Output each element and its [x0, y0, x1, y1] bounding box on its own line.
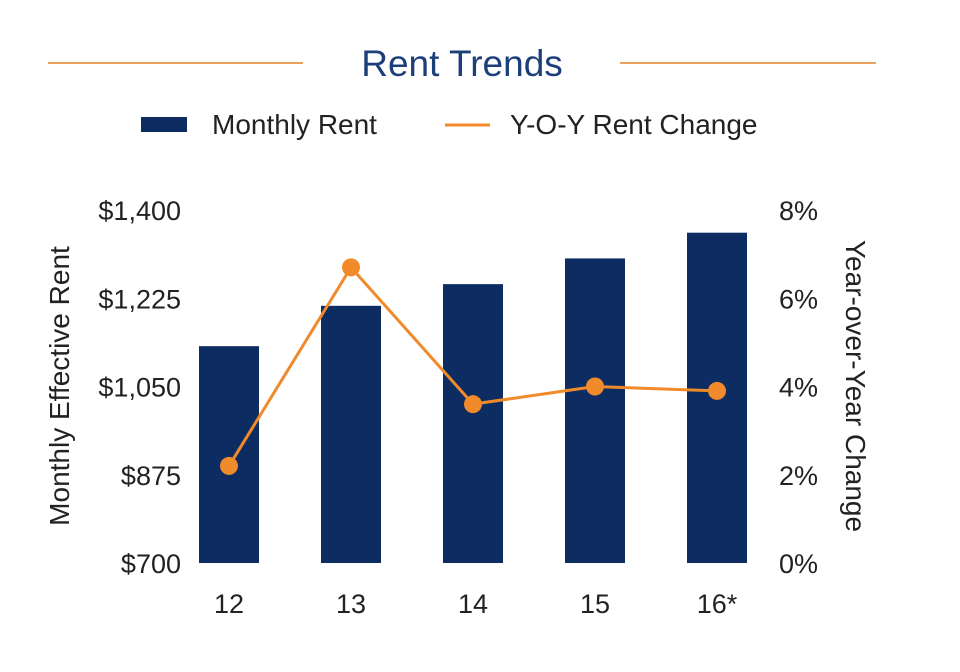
y-right-tick-label: 6% [779, 284, 818, 314]
x-tick-label: 16* [697, 589, 738, 619]
y-left-axis-title: Monthly Effective Rent [44, 246, 75, 526]
point-yoy-change [464, 395, 482, 414]
bar-monthly-rent [443, 284, 503, 563]
legend-label-monthly-rent: Monthly Rent [212, 109, 377, 140]
bar-monthly-rent [321, 305, 381, 563]
right-axis-ticks: 0% 2% 4% 6% 8% [779, 196, 818, 579]
y-left-tick-label: $875 [121, 461, 181, 491]
y-left-tick-label: $1,400 [98, 196, 181, 226]
legend-swatch-monthly-rent [141, 117, 187, 132]
point-yoy-change [342, 258, 360, 277]
y-right-tick-label: 8% [779, 196, 818, 226]
legend: Monthly Rent Y-O-Y Rent Change [141, 109, 758, 140]
x-axis-ticks: 12 13 14 15 16* [214, 589, 738, 619]
y-right-tick-label: 2% [779, 461, 818, 491]
point-yoy-change [708, 381, 726, 400]
y-left-tick-label: $1,050 [98, 373, 181, 403]
x-tick-label: 15 [580, 589, 610, 619]
bar-monthly-rent [565, 258, 625, 563]
y-right-axis-title: Year-over-Year Change [840, 240, 871, 532]
y-left-tick-label: $1,225 [98, 284, 181, 314]
x-tick-label: 14 [458, 589, 488, 619]
y-right-tick-label: 4% [779, 373, 818, 403]
x-tick-label: 12 [214, 589, 244, 619]
legend-label-yoy-change: Y-O-Y Rent Change [510, 109, 758, 140]
point-yoy-change [586, 377, 604, 396]
point-yoy-change [220, 456, 238, 475]
y-right-tick-label: 0% [779, 549, 818, 579]
bar-monthly-rent [199, 346, 259, 563]
line-series [220, 258, 726, 475]
y-left-tick-label: $700 [121, 549, 181, 579]
left-axis-ticks: $700 $875 $1,050 $1,225 $1,400 [98, 196, 181, 579]
x-tick-label: 13 [336, 589, 366, 619]
chart-title: Rent Trends [361, 43, 563, 84]
